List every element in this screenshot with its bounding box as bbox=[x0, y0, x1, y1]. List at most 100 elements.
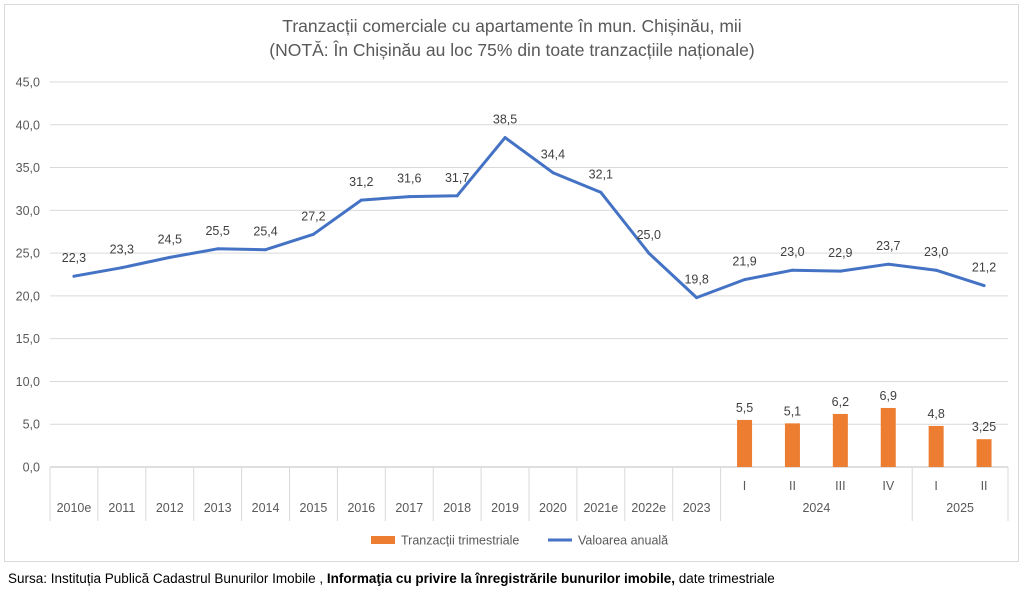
x-tick-label: 2013 bbox=[204, 501, 232, 515]
bar-series bbox=[737, 407, 992, 467]
legend-swatch-bar bbox=[371, 536, 395, 544]
line-data-label: 22,9 bbox=[828, 246, 852, 260]
line-data-label: 25,4 bbox=[253, 225, 277, 239]
line-point bbox=[695, 296, 699, 300]
x-tick-label: 2017 bbox=[395, 501, 423, 515]
x-tick-label: 2012 bbox=[156, 501, 184, 515]
bar-data-label: 5,5 bbox=[736, 401, 753, 415]
y-tick-label: 0,0 bbox=[23, 461, 40, 475]
line-data-label: 38,5 bbox=[493, 113, 517, 127]
x-tick-label: I bbox=[934, 479, 937, 493]
line-data-label: 25,5 bbox=[205, 224, 229, 238]
x-axis: 2010e 2011 2012 2013 2014 2015 2016 2017 2018 201… bbox=[49, 467, 1009, 521]
line-data-label: 27,2 bbox=[301, 209, 325, 223]
line-point bbox=[551, 171, 555, 175]
x-tick-label: 2020 bbox=[539, 501, 567, 515]
line-point bbox=[311, 232, 315, 236]
bar-data-label: 6,2 bbox=[832, 395, 849, 409]
line-point bbox=[407, 195, 411, 199]
line-data-label: 32,1 bbox=[589, 167, 613, 181]
line-data-label: 31,7 bbox=[445, 171, 469, 185]
chart-title-line-1: Tranzacții comerciale cu apartamente în … bbox=[282, 16, 742, 36]
line-point bbox=[216, 247, 220, 251]
y-axis-tick-labels: 45,0 40,0 35,0 30,0 25,0 20,0 15,0 10,0 5,0 0,0 bbox=[16, 76, 40, 475]
y-tick-label: 20,0 bbox=[16, 289, 40, 303]
x-tick-label: 2014 bbox=[252, 501, 280, 515]
line-point bbox=[359, 198, 363, 202]
line-point bbox=[838, 269, 842, 273]
bar-data-label: 3,25 bbox=[972, 420, 996, 434]
line-point bbox=[168, 255, 172, 259]
line-point bbox=[120, 266, 124, 270]
x-group-label: 2024 bbox=[802, 501, 830, 515]
line-data-label: 34,4 bbox=[541, 148, 565, 162]
line-data-label: 23,7 bbox=[876, 239, 900, 253]
bar bbox=[832, 413, 848, 467]
y-tick-label: 45,0 bbox=[16, 76, 40, 90]
line-point bbox=[982, 284, 986, 288]
x-tick-label: 2011 bbox=[108, 501, 135, 515]
x-group-label: 2025 bbox=[946, 501, 974, 515]
x-tick-label: 2016 bbox=[347, 501, 375, 515]
x-tick-label: II bbox=[789, 479, 796, 493]
line-data-label: 23,3 bbox=[110, 243, 134, 257]
x-tick-label: 2023 bbox=[683, 501, 711, 515]
x-tick-label: III bbox=[835, 479, 845, 493]
line-data-label: 25,0 bbox=[637, 228, 661, 242]
x-tick-label: 2015 bbox=[300, 501, 328, 515]
x-tick-label: II bbox=[981, 479, 988, 493]
line-data-label: 22,3 bbox=[62, 251, 86, 265]
bar-data-label: 4,8 bbox=[927, 407, 944, 421]
line-point bbox=[72, 274, 76, 278]
bar bbox=[976, 439, 992, 467]
chart-title: Tranzacții comerciale cu apartamente în … bbox=[0, 14, 1024, 62]
bar bbox=[880, 407, 896, 467]
chart-frame bbox=[4, 4, 1019, 562]
line-data-label: 21,9 bbox=[732, 255, 756, 269]
y-tick-label: 25,0 bbox=[16, 247, 40, 261]
line-point bbox=[743, 278, 747, 282]
line-point bbox=[599, 190, 603, 194]
x-tick-label: 2019 bbox=[491, 501, 519, 515]
x-tick-label: I bbox=[743, 479, 746, 493]
line-point bbox=[934, 268, 938, 272]
line-data-label: 31,6 bbox=[397, 172, 421, 186]
bar bbox=[737, 419, 753, 467]
line-point bbox=[647, 251, 651, 255]
bar bbox=[928, 425, 944, 467]
source-bold: Informaţia cu privire la înregistrările … bbox=[326, 571, 676, 586]
line-data-label: 24,5 bbox=[158, 232, 182, 246]
y-tick-label: 40,0 bbox=[16, 118, 40, 132]
y-tick-label: 5,0 bbox=[23, 418, 40, 432]
line-series bbox=[72, 136, 986, 300]
legend-label-bar: Tranzacții trimestriale bbox=[401, 534, 519, 548]
source-prefix: Sursa: Instituția Publică Cadastrul Bunu… bbox=[8, 571, 324, 586]
legend: Tranzacții trimestriale Valoarea anuală bbox=[371, 534, 668, 548]
data-labels: 5,5 5,1 6,2 6,9 4,8 3,25 22,3 23,3 24,5 25,5 25,4 2… bbox=[62, 113, 996, 435]
line-series-path bbox=[72, 136, 986, 300]
source-suffix: date trimestriale bbox=[678, 571, 775, 586]
line-point bbox=[455, 194, 459, 198]
bar-data-label: 6,9 bbox=[880, 389, 897, 403]
x-tick-label: 2010e bbox=[57, 501, 92, 515]
line-point bbox=[886, 262, 890, 266]
line-data-label: 21,2 bbox=[972, 261, 996, 275]
gridlines bbox=[50, 81, 1008, 468]
y-tick-label: 30,0 bbox=[16, 204, 40, 218]
line-data-label: 23,0 bbox=[924, 245, 948, 259]
chart-title-line-2: (NOTĂ: În Chișinău au loc 75% din toate … bbox=[269, 40, 755, 60]
line-point bbox=[264, 248, 268, 252]
x-tick-label: 2022e bbox=[631, 501, 666, 515]
line-data-label: 19,8 bbox=[684, 273, 708, 287]
bar bbox=[784, 423, 800, 467]
x-tick-label: IV bbox=[882, 479, 894, 493]
source-note: Sursa: Instituția Publică Cadastrul Bunu… bbox=[8, 571, 775, 586]
legend-label-line: Valoarea anuală bbox=[578, 534, 668, 548]
y-tick-label: 10,0 bbox=[16, 375, 40, 389]
line-point bbox=[503, 136, 507, 140]
bar-data-label: 5,1 bbox=[784, 404, 801, 418]
x-tick-label: 2018 bbox=[443, 501, 471, 515]
line-data-label: 23,0 bbox=[780, 245, 804, 259]
y-tick-label: 15,0 bbox=[16, 332, 40, 346]
